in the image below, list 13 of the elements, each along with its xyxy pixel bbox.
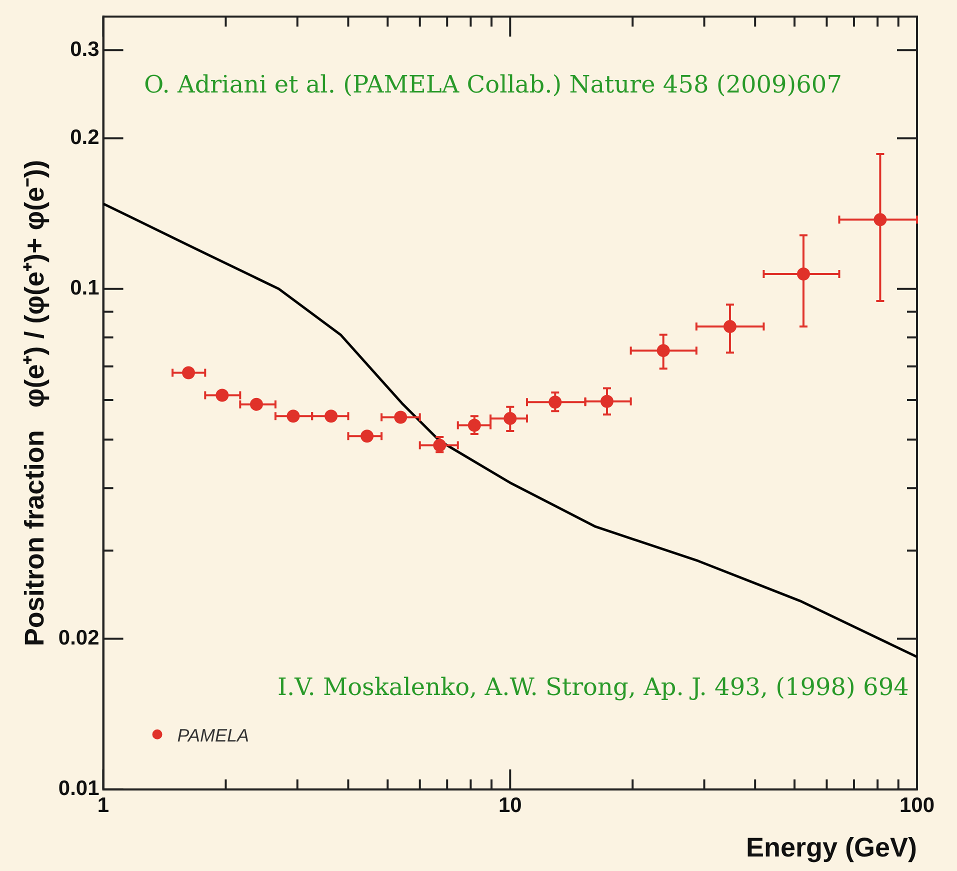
annotation: O. Adriani et al. (PAMELA Collab.) Nature 458 (2009)607 (144, 70, 842, 98)
y-tick-label: 0.02 (58, 626, 100, 650)
x-tick-label: 1 (97, 794, 110, 817)
y-axis-title: Positron fraction φ(e⁺) / (φ(e⁺)+ φ(e⁻)) (20, 160, 50, 646)
y-tick-label: 0.3 (70, 38, 100, 61)
annotation: I.V. Moskalenko, A.W. Strong, Ap. J. 493, (1998) 694 (278, 673, 909, 702)
x-tick-label: 10 (498, 794, 522, 817)
y-tick-label: 0.1 (70, 276, 100, 300)
x-tick-label: 100 (899, 794, 935, 817)
y-tick-label: 0.2 (70, 126, 100, 150)
y-tick-label: 0.01 (58, 777, 100, 800)
x-axis-title: Energy (GeV) (746, 832, 917, 862)
legend-label: PAMELA (177, 725, 249, 746)
